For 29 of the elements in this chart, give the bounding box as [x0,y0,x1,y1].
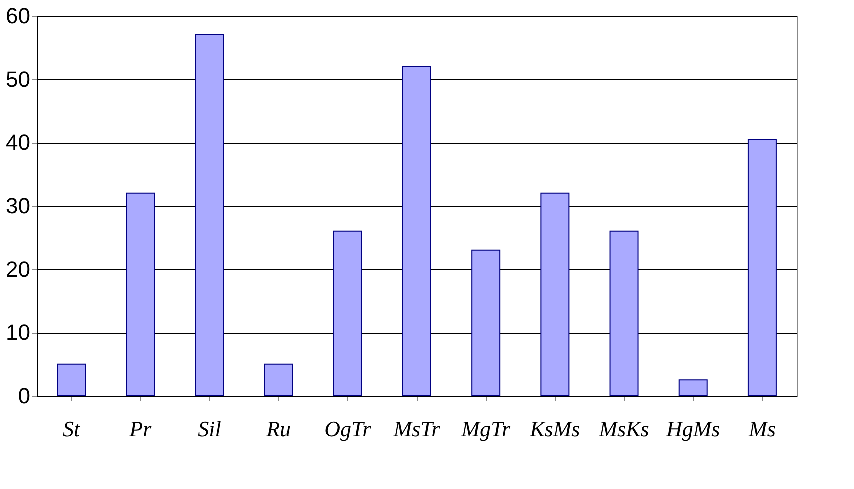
x-tick-label: Ru [266,416,292,442]
x-tick-label: MsTr [392,416,441,442]
x-tick-label: St [62,416,81,442]
y-tick-label: 30 [6,194,30,218]
bar [610,230,639,396]
y-tick-label: 20 [6,256,30,282]
x-tick-label: Ms [748,416,776,442]
bar [402,66,432,396]
bar [678,380,708,396]
x-tick-label: HgMs [665,416,720,442]
x-tick-label: MgTr [460,416,511,442]
x-tick-label: MsKs [598,416,650,442]
bar [472,250,501,396]
x-tick-label: Sil [198,416,222,442]
y-tick-label: 0 [18,384,30,408]
x-tick-label: Pr [128,416,152,442]
bar [195,34,224,396]
bar [540,192,570,396]
bar [264,364,294,396]
y-tick-label: 50 [6,66,30,92]
x-tick-label: OgTr [324,416,372,442]
x-tick-label: KsMs [529,416,580,442]
bar [748,139,777,396]
y-tick-label: 40 [6,130,30,156]
y-tick-label: 60 [6,4,30,28]
bar [333,230,362,396]
bar [57,364,86,396]
bar [126,192,156,396]
y-tick-label: 10 [6,320,30,346]
